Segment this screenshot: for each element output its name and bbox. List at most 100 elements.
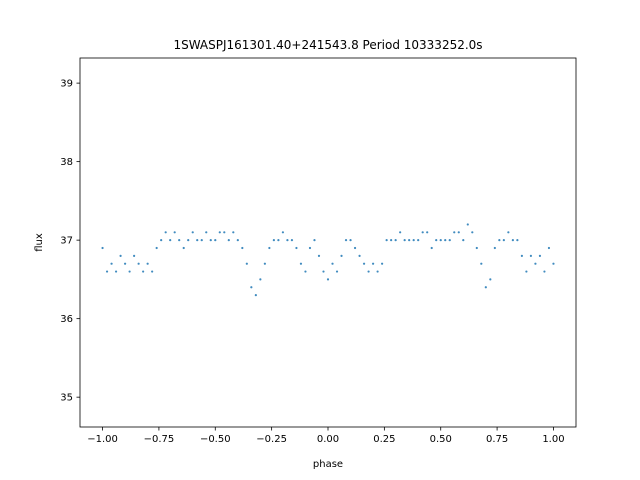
data-point — [344, 239, 348, 242]
data-point — [511, 239, 514, 242]
data-points — [101, 223, 555, 297]
data-point — [520, 254, 523, 257]
data-point — [390, 239, 393, 242]
data-point — [119, 254, 122, 257]
data-point — [353, 246, 357, 250]
data-point — [358, 254, 361, 257]
data-point — [381, 262, 384, 265]
data-point — [412, 239, 415, 242]
data-point — [317, 254, 321, 257]
data-point — [128, 270, 131, 273]
data-point — [232, 231, 235, 234]
x-axis-label: phase — [313, 459, 343, 470]
data-point — [236, 239, 239, 242]
data-point — [209, 239, 212, 242]
data-point — [227, 239, 230, 242]
data-point — [498, 239, 501, 242]
y-tick-label: 39 — [60, 79, 73, 90]
data-point — [299, 262, 303, 265]
data-point — [101, 246, 104, 250]
data-point — [471, 231, 474, 234]
x-tick-label: 1.00 — [542, 434, 564, 445]
data-point — [543, 270, 546, 273]
data-point — [142, 270, 145, 273]
data-point — [538, 254, 542, 257]
x-tick-label: −0.25 — [256, 434, 287, 445]
data-point — [457, 231, 460, 234]
data-point — [196, 239, 199, 242]
y-tick-label: 38 — [60, 157, 73, 168]
data-point — [385, 239, 388, 242]
data-point — [218, 231, 221, 234]
data-point — [250, 286, 253, 289]
data-point — [105, 270, 109, 273]
data-point — [173, 231, 176, 234]
data-point — [146, 262, 149, 265]
data-point — [114, 270, 118, 273]
data-point — [281, 231, 285, 234]
data-point — [123, 262, 127, 265]
data-point — [466, 223, 469, 226]
chart-title: 1SWASPJ161301.40+241543.8 Period 1033325… — [173, 38, 482, 52]
data-point — [507, 231, 510, 234]
data-point — [430, 246, 433, 250]
data-point — [408, 239, 411, 242]
data-point — [421, 231, 424, 234]
data-point — [155, 246, 158, 250]
x-tick-label: −1.00 — [87, 434, 118, 445]
data-point — [268, 246, 271, 250]
data-point — [502, 239, 505, 242]
data-point — [435, 239, 438, 242]
data-point — [290, 239, 294, 242]
x-tick-label: 0.50 — [430, 434, 452, 445]
data-point — [376, 270, 379, 273]
data-point — [534, 262, 537, 265]
data-point — [263, 262, 266, 265]
data-point — [259, 278, 262, 281]
x-tick-label: 0.25 — [373, 434, 395, 445]
data-point — [200, 239, 203, 242]
y-axis-label: flux — [34, 233, 45, 252]
x-tick-label: −0.50 — [200, 434, 231, 445]
data-point — [133, 254, 136, 257]
x-tick-label: 0.75 — [486, 434, 508, 445]
data-point — [394, 239, 397, 242]
data-point — [322, 270, 325, 273]
data-point — [403, 239, 406, 242]
data-point — [151, 270, 154, 273]
x-tick-label: 0.00 — [317, 434, 339, 445]
data-point — [191, 231, 194, 234]
data-point — [308, 246, 312, 250]
y-axis-ticks: 35 36 37 38 39 — [60, 79, 80, 404]
data-point — [480, 262, 483, 265]
data-point — [439, 239, 442, 242]
data-point — [304, 270, 307, 273]
data-point — [178, 239, 181, 242]
data-point — [110, 262, 113, 265]
data-point — [362, 262, 366, 265]
data-point — [529, 254, 533, 257]
y-tick-label: 37 — [60, 236, 73, 247]
data-point — [349, 239, 352, 242]
data-point — [525, 270, 528, 273]
data-point — [493, 246, 496, 250]
y-tick-label: 36 — [60, 314, 73, 325]
data-point — [295, 246, 298, 250]
data-point — [453, 231, 456, 234]
data-point — [187, 239, 190, 242]
data-point — [462, 239, 465, 242]
data-point — [169, 239, 172, 242]
data-point — [335, 270, 339, 273]
data-point — [313, 239, 316, 242]
data-point — [448, 239, 451, 242]
data-point — [516, 239, 519, 242]
data-point — [399, 231, 402, 234]
data-point — [417, 239, 420, 242]
x-tick-label: −0.75 — [144, 434, 175, 445]
data-point — [277, 239, 280, 242]
data-point — [214, 239, 217, 242]
data-point — [331, 262, 334, 265]
data-point — [205, 231, 208, 234]
data-point — [371, 262, 375, 265]
